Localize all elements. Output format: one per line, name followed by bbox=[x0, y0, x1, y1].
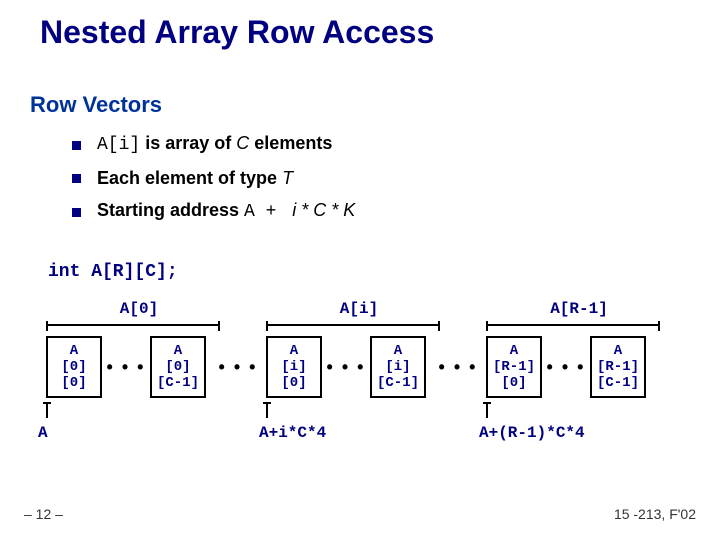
addr-a: A bbox=[38, 424, 48, 442]
cell-aRc1: A[R-1][C-1] bbox=[590, 336, 646, 398]
bullet-3-a: A + bbox=[244, 202, 287, 222]
cells-aR: A[R-1][0] • • • A[R-1][C-1] bbox=[486, 336, 646, 398]
bullet-1-c: C bbox=[236, 133, 249, 153]
cells-a0: A[0][0] • • • A[0][C-1] bbox=[46, 336, 206, 398]
cell-a00: A[0][0] bbox=[46, 336, 102, 398]
dots-between-iR: • • • bbox=[434, 336, 482, 398]
footer-course: 15 -213, F'02 bbox=[614, 506, 696, 522]
bullet-1-text2: elements bbox=[254, 133, 332, 153]
cell-aR0: A[R-1][0] bbox=[486, 336, 542, 398]
dots-icon: • • • bbox=[542, 336, 590, 398]
bullet-3-expr: i * C * K bbox=[292, 200, 355, 220]
label-ai: A[i] bbox=[294, 300, 424, 318]
tick-aR bbox=[486, 404, 488, 418]
bullet-2: Each element of type T bbox=[72, 163, 355, 194]
bullet-2-t: T bbox=[282, 168, 293, 188]
bullet-3-text: Starting address bbox=[97, 200, 244, 220]
tick-a bbox=[46, 404, 48, 418]
bullet-3: Starting address A + i * C * K bbox=[72, 195, 355, 228]
page-title: Nested Array Row Access bbox=[40, 14, 434, 51]
cells-ai: A[i][0] • • • A[i][C-1] bbox=[266, 336, 426, 398]
dots-icon: • • • bbox=[322, 336, 370, 398]
cell-aic1: A[i][C-1] bbox=[370, 336, 426, 398]
bullet-icon bbox=[72, 208, 81, 217]
bullet-2-text: Each element of type bbox=[97, 168, 282, 188]
dots-icon: • • • bbox=[102, 336, 150, 398]
label-a0: A[0] bbox=[74, 300, 204, 318]
tick-ai bbox=[266, 404, 268, 418]
bullet-1: A[i] is array of C elements bbox=[72, 128, 355, 161]
bullet-1-code: A[i] bbox=[97, 135, 140, 155]
bullet-icon bbox=[72, 174, 81, 183]
bullet-list: A[i] is array of C elements Each element… bbox=[72, 128, 355, 230]
dots-between-0i: • • • bbox=[214, 336, 262, 398]
bullet-icon bbox=[72, 141, 81, 150]
cell-ai0: A[i][0] bbox=[266, 336, 322, 398]
declaration: int A[R][C]; bbox=[48, 262, 178, 282]
cell-a0c1: A[0][C-1] bbox=[150, 336, 206, 398]
footer-page-number: – 12 – bbox=[24, 506, 63, 522]
label-aR: A[R-1] bbox=[514, 300, 644, 318]
addr-aR: A+(R-1)*C*4 bbox=[479, 424, 585, 442]
bullet-1-text: is array of bbox=[145, 133, 236, 153]
subheading-row-vectors: Row Vectors bbox=[30, 92, 162, 118]
addr-ai: A+i*C*4 bbox=[259, 424, 326, 442]
slide: Nested Array Row Access Row Vectors A[i]… bbox=[0, 0, 720, 540]
